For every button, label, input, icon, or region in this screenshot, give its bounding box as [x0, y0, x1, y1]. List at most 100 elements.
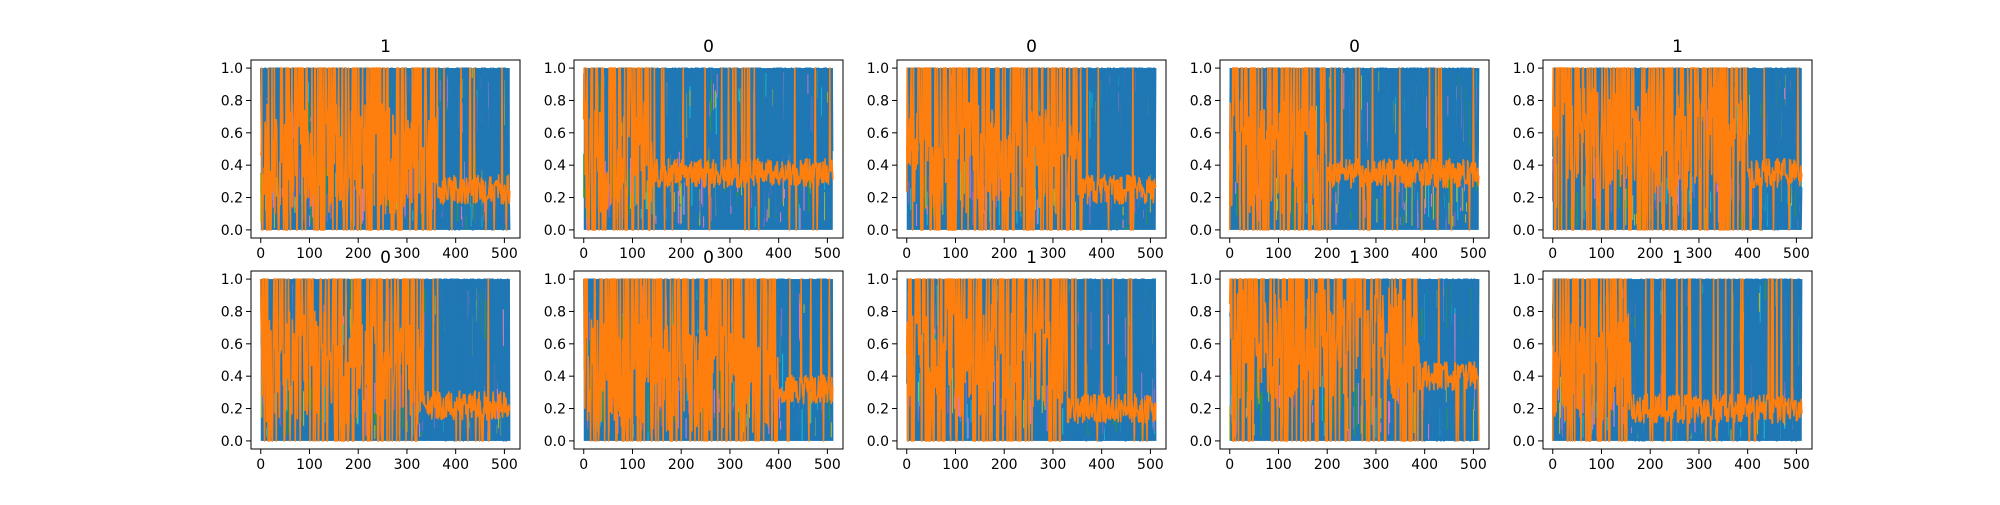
x-tick-label: 100 — [296, 246, 323, 262]
subplot-title: 0 — [703, 248, 714, 268]
y-tick-label: 0.6 — [544, 337, 566, 353]
x-tick-label: 100 — [1265, 246, 1292, 262]
x-tick-label: 300 — [717, 457, 744, 473]
x-tick-label: 500 — [1137, 457, 1164, 473]
x-tick-label: 200 — [668, 246, 695, 262]
subplot-title: 1 — [1672, 248, 1683, 268]
plot-area — [1228, 67, 1480, 231]
x-tick-label: 0 — [579, 457, 588, 473]
axes-frame — [250, 59, 521, 239]
x-tick-label: 400 — [1411, 246, 1438, 262]
x-tick-label: 300 — [1686, 457, 1713, 473]
y-tick-label: 0.4 — [1513, 369, 1535, 385]
x-tick-label: 300 — [717, 246, 744, 262]
y-tick-label: 0.2 — [1513, 402, 1535, 418]
series-orange — [259, 67, 511, 231]
y-tick-label: 0.2 — [221, 402, 243, 418]
x-tick-label: 0 — [579, 246, 588, 262]
x-tick-label: 500 — [1460, 457, 1487, 473]
y-tick-label: 0.2 — [867, 191, 889, 207]
x-tick-label: 100 — [1588, 246, 1615, 262]
plot-area — [583, 278, 834, 442]
y-tick-label: 1.0 — [867, 61, 889, 77]
subplot-8: 0 100 200 300 400 500 0.0 0.2 0.4 0.6 0.8 1.0 1 — [867, 248, 1167, 473]
series-orange — [582, 67, 834, 231]
subplot-title: 0 — [380, 248, 391, 268]
y-tick-label: 1.0 — [1513, 61, 1535, 77]
y-tick-label: 0.0 — [867, 223, 889, 239]
y-tick-label: 0.8 — [221, 93, 243, 109]
y-tick-label: 0.0 — [221, 223, 243, 239]
x-tick-label: 0 — [1548, 457, 1557, 473]
y-tick-label: 1.0 — [221, 272, 243, 288]
x-tick-label: 500 — [1137, 246, 1164, 262]
y-tick-label: 0.4 — [1190, 369, 1212, 385]
series-orange — [1228, 67, 1480, 231]
x-tick-label: 100 — [942, 246, 969, 262]
axes-frame — [1542, 270, 1813, 450]
x-tick-label: 500 — [491, 246, 518, 262]
axes-frame — [896, 59, 1167, 239]
y-tick-label: 0.4 — [221, 369, 243, 385]
y-tick-label: 0.2 — [1513, 191, 1535, 207]
y-tick-label: 0.2 — [544, 191, 566, 207]
y-tick-label: 0.8 — [1513, 304, 1535, 320]
y-tick-label: 0.6 — [1190, 337, 1212, 353]
axes-frame — [1542, 59, 1813, 239]
series-orange — [259, 278, 511, 442]
x-tick-label: 300 — [1040, 457, 1067, 473]
x-tick-label: 200 — [1314, 246, 1341, 262]
subplot-title: 0 — [1349, 37, 1360, 57]
y-tick-label: 0.8 — [867, 93, 889, 109]
x-tick-label: 400 — [442, 246, 469, 262]
y-tick-label: 1.0 — [867, 272, 889, 288]
x-tick-label: 200 — [1637, 246, 1664, 262]
y-tick-label: 0.2 — [1190, 191, 1212, 207]
series-orange — [1228, 278, 1480, 442]
y-tick-label: 0.6 — [867, 126, 889, 142]
y-tick-label: 0.0 — [544, 434, 566, 450]
x-tick-label: 100 — [1588, 457, 1615, 473]
subplot-title: 1 — [1672, 37, 1683, 57]
x-tick-label: 400 — [765, 457, 792, 473]
y-tick-label: 0.6 — [1190, 126, 1212, 142]
subplot-4: 0 100 200 300 400 500 0.0 0.2 0.4 0.6 0.8 1.0 0 — [1190, 37, 1490, 262]
y-tick-label: 0.0 — [1513, 434, 1535, 450]
y-tick-label: 0.6 — [1513, 337, 1535, 353]
plot-area — [905, 278, 1157, 442]
x-tick-label: 400 — [1088, 457, 1115, 473]
axes-frame — [1219, 59, 1490, 239]
y-tick-label: 0.8 — [221, 304, 243, 320]
x-tick-label: 100 — [1265, 457, 1292, 473]
x-tick-label: 0 — [1225, 246, 1234, 262]
y-tick-label: 0.2 — [867, 402, 889, 418]
x-tick-label: 400 — [1088, 246, 1115, 262]
y-tick-label: 0.4 — [1190, 158, 1212, 174]
y-tick-label: 0.6 — [867, 337, 889, 353]
x-tick-label: 500 — [491, 457, 518, 473]
series-orange — [905, 67, 1157, 231]
y-tick-label: 0.4 — [867, 158, 889, 174]
plot-area — [1551, 67, 1803, 231]
subplot-5: 0 100 200 300 400 500 0.0 0.2 0.4 0.6 0.8 1.0 1 — [1513, 37, 1813, 262]
x-tick-label: 200 — [991, 457, 1018, 473]
x-tick-label: 100 — [296, 457, 323, 473]
y-tick-label: 0.4 — [221, 158, 243, 174]
x-tick-label: 200 — [345, 457, 372, 473]
x-tick-label: 300 — [1363, 457, 1390, 473]
x-tick-label: 200 — [345, 246, 372, 262]
x-tick-label: 400 — [765, 246, 792, 262]
x-tick-label: 100 — [619, 457, 646, 473]
x-tick-label: 200 — [991, 246, 1018, 262]
axes-frame — [250, 270, 521, 450]
y-tick-label: 0.0 — [221, 434, 243, 450]
y-tick-label: 0.6 — [544, 126, 566, 142]
x-tick-label: 500 — [1460, 246, 1487, 262]
plot-area — [259, 278, 511, 442]
x-tick-label: 0 — [902, 457, 911, 473]
y-tick-label: 0.2 — [1190, 402, 1212, 418]
x-tick-label: 200 — [1637, 457, 1664, 473]
y-tick-label: 0.0 — [867, 434, 889, 450]
x-tick-label: 500 — [1783, 457, 1810, 473]
x-tick-label: 100 — [619, 246, 646, 262]
